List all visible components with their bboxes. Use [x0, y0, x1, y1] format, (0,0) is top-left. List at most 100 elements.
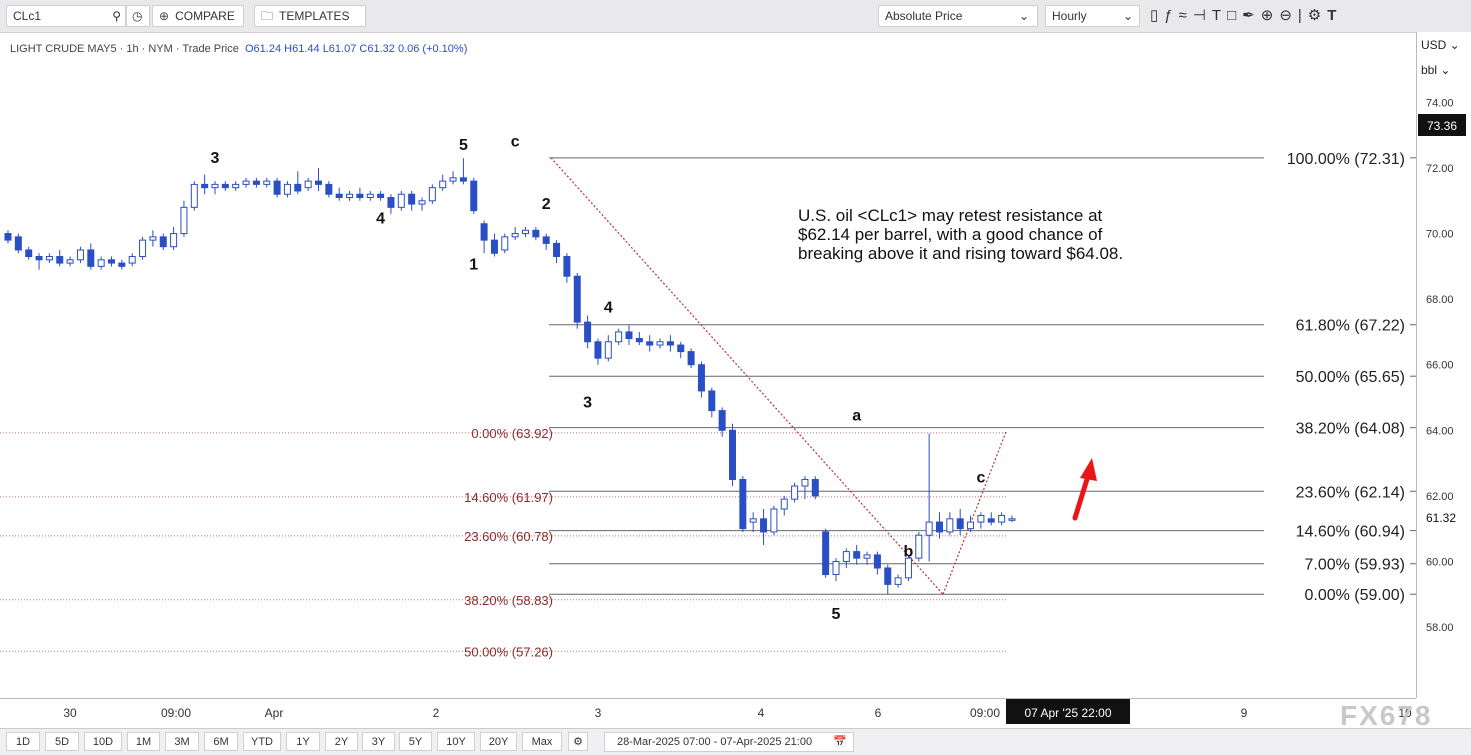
candle-body	[180, 206, 188, 235]
candle-body	[884, 567, 892, 585]
arrow-head	[1080, 458, 1097, 481]
candle	[490, 233, 498, 257]
candle-body	[853, 551, 861, 559]
templates-button[interactable]: 🗀 TEMPLATES	[254, 5, 366, 27]
candle-body	[25, 249, 33, 258]
candle-body	[356, 193, 364, 199]
zoom-out-icon[interactable]: ⊖	[1279, 7, 1298, 24]
candle-body	[201, 183, 209, 189]
wave-label: 2	[542, 196, 551, 213]
zoom-in-icon[interactable]: ⊕	[1260, 7, 1280, 24]
range-button-3y[interactable]: 3Y	[362, 732, 395, 751]
candle	[708, 387, 716, 418]
candle-body	[791, 485, 799, 500]
candle	[801, 476, 809, 500]
candle-body	[149, 236, 157, 241]
gear-icon[interactable]: ⚙	[1307, 7, 1328, 24]
candle-body	[615, 331, 623, 343]
range-button-1y[interactable]: 1Y	[286, 732, 320, 751]
fib-level-label: 50.00% (65.65)	[1296, 369, 1405, 386]
crosshair-time-tag: 07 Apr '25 22:00	[1006, 699, 1130, 724]
date-range-picker[interactable]: 28-Mar-2025 07:00 - 07-Apr-2025 21:00 📅	[604, 732, 854, 752]
y-tick-label: 66.00	[1426, 360, 1454, 372]
unit-select[interactable]: bbl ⌄	[1421, 63, 1451, 77]
candle	[242, 177, 250, 188]
candle	[946, 512, 954, 536]
pen-icon[interactable]: ✒	[1242, 7, 1261, 24]
candle	[56, 249, 64, 267]
candle-body	[760, 518, 768, 533]
currency-select[interactable]: USD ⌄	[1421, 38, 1460, 52]
range-button-3m[interactable]: 3M	[165, 732, 199, 751]
range-button-6m[interactable]: 6M	[204, 732, 238, 751]
fib-level-label: 100.00% (72.31)	[1287, 151, 1405, 168]
time-axis[interactable]	[0, 698, 1416, 729]
info-exchange: NYM	[148, 43, 173, 55]
candle-body	[770, 508, 778, 533]
candle-body	[4, 233, 12, 241]
candle-body	[315, 180, 322, 185]
search-icon[interactable]: ⚲	[112, 9, 121, 23]
candle	[4, 230, 12, 244]
candle-body	[739, 478, 747, 530]
range-button-10d[interactable]: 10D	[84, 732, 122, 751]
candle	[760, 508, 768, 546]
date-range-value: 28-Mar-2025 07:00 - 07-Apr-2025 21:00	[617, 736, 813, 748]
candle	[232, 181, 240, 191]
candle-body	[56, 256, 64, 264]
indicator-icon[interactable]: ƒ	[1164, 7, 1179, 24]
candle	[967, 515, 975, 532]
candle	[936, 512, 943, 539]
text-tool-icon[interactable]: T	[1211, 7, 1228, 24]
range-button-max[interactable]: Max	[522, 732, 562, 751]
change-value: 0.06 (+0.10%)	[397, 43, 468, 55]
fib-level-label: 7.00% (59.93)	[1304, 557, 1405, 574]
wave-icon[interactable]: ≈	[1178, 7, 1193, 24]
arrow-shaft	[1072, 473, 1091, 521]
candle	[832, 558, 840, 582]
candle-body	[925, 521, 933, 536]
y-tick-label: 58.00	[1426, 622, 1454, 634]
price-axis[interactable]	[1416, 32, 1471, 698]
price-chart[interactable]: 100.00% (72.31) 61.80% (67.22) 50.00% (65.…	[0, 0, 1471, 728]
info-type: Trade Price	[182, 43, 239, 55]
candle	[604, 335, 612, 362]
range-button-20y[interactable]: 20Y	[480, 732, 517, 751]
candle-body	[190, 183, 198, 208]
wave-label: 1	[469, 257, 478, 274]
price-mode-select[interactable]: Absolute Price ⌄	[878, 5, 1038, 27]
candle	[956, 508, 964, 536]
candle	[439, 174, 447, 191]
range-button-5y[interactable]: 5Y	[399, 732, 432, 751]
annotation-text: U.S. oil <CLc1> may retest resistance at…	[798, 206, 1123, 263]
lines-icon[interactable]: ⊣	[1192, 7, 1212, 24]
interval-select[interactable]: Hourly ⌄	[1045, 5, 1140, 27]
range-button-10y[interactable]: 10Y	[437, 732, 475, 751]
range-button-5d[interactable]: 5D	[45, 732, 79, 751]
clock-icon[interactable]: ◷	[126, 5, 150, 27]
range-button-2y[interactable]: 2Y	[325, 732, 358, 751]
candle-body	[108, 259, 115, 264]
symbol-input[interactable]: CLc1 ⚲	[6, 5, 126, 27]
shape-icon[interactable]: □	[1227, 7, 1243, 24]
candle-body	[242, 180, 250, 185]
range-button-1m[interactable]: 1M	[127, 732, 160, 751]
candle-body	[377, 193, 385, 199]
candle	[532, 227, 540, 241]
range-settings-icon[interactable]: ⚙	[568, 732, 588, 751]
last-price-label: 61.32	[1426, 511, 1456, 525]
compare-button[interactable]: ⊕ COMPARE	[152, 5, 244, 27]
fib-secondary-label: 50.00% (57.26)	[464, 644, 553, 659]
candle	[408, 190, 416, 211]
candle	[118, 259, 126, 270]
candle	[190, 181, 198, 211]
candle-body	[532, 229, 540, 238]
candlestick-icon[interactable]: ▯	[1150, 7, 1165, 24]
candle	[397, 190, 405, 211]
range-button-ytd[interactable]: YTD	[243, 732, 281, 751]
candle	[697, 361, 705, 398]
candle-body	[697, 364, 705, 392]
candle	[770, 505, 778, 536]
range-button-1d[interactable]: 1D	[6, 732, 40, 751]
candle-body	[687, 351, 695, 366]
